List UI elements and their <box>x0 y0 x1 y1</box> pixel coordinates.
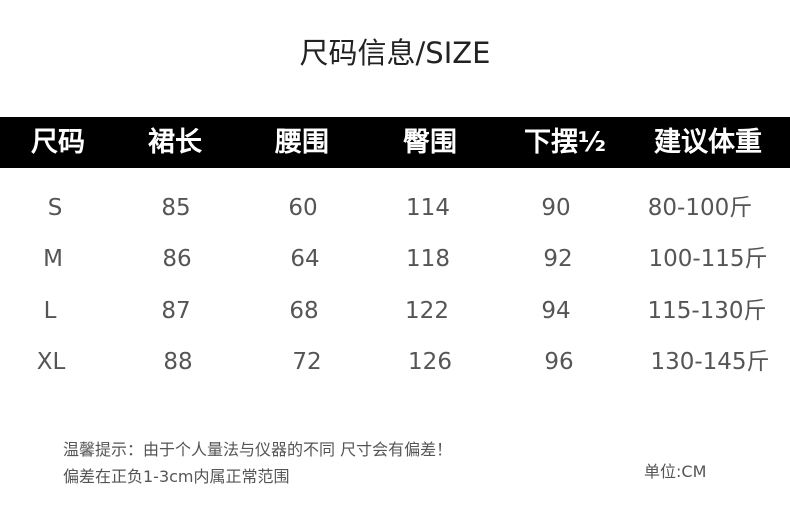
header-hem: 下摆½ <box>524 127 606 158</box>
header-hip: 臀围 <box>403 127 457 158</box>
cell-hip: 122 <box>405 298 449 324</box>
header-size: 尺码 <box>31 127 85 158</box>
cell-waist: 64 <box>290 246 320 272</box>
cell-size: XL <box>36 349 66 375</box>
cell-weight: 80-100斤 <box>647 195 753 221</box>
header-waist: 腰围 <box>275 127 329 158</box>
cell-weight: 100-115斤 <box>648 246 768 272</box>
cell-hip: 114 <box>406 195 450 221</box>
cell-hem: 92 <box>543 246 573 272</box>
cell-skirt-length: 85 <box>161 195 191 221</box>
cell-hem: 96 <box>544 349 574 375</box>
cell-hip: 118 <box>406 246 450 272</box>
cell-hip: 126 <box>408 349 452 375</box>
measurement-tip: 温馨提示：由于个人量法与仪器的不同 尺寸会有偏差！ <box>63 440 453 459</box>
cell-skirt-length: 87 <box>161 298 191 324</box>
table-row: M 86 64 118 92 100-115斤 <box>0 239 790 279</box>
cell-waist: 72 <box>292 349 322 375</box>
table-header: 尺码 裙长 腰围 臀围 下摆½ 建议体重 <box>0 117 790 168</box>
cell-skirt-length: 88 <box>163 349 193 375</box>
table-row: S 85 60 114 90 80-100斤 <box>0 188 790 228</box>
cell-hem: 94 <box>541 298 571 324</box>
table-row: XL 88 72 126 96 130-145斤 <box>0 342 790 382</box>
cell-hem: 90 <box>541 195 571 221</box>
header-weight: 建议体重 <box>654 127 762 158</box>
cell-skirt-length: 86 <box>162 246 192 272</box>
cell-waist: 68 <box>289 298 319 324</box>
unit-label: 单位:CM <box>644 462 707 481</box>
page-title: 尺码信息/SIZE <box>299 36 491 70</box>
cell-size: M <box>43 246 63 272</box>
cell-size: S <box>47 195 63 221</box>
header-skirt-length: 裙长 <box>148 127 202 158</box>
cell-weight: 115-130斤 <box>647 298 767 324</box>
table-row: L 87 68 122 94 115-130斤 <box>0 291 790 331</box>
cell-size: L <box>43 298 57 324</box>
cell-weight: 130-145斤 <box>650 349 770 375</box>
tolerance-note: 偏差在正负1-3cm内属正常范围 <box>63 467 290 486</box>
cell-waist: 60 <box>288 195 318 221</box>
